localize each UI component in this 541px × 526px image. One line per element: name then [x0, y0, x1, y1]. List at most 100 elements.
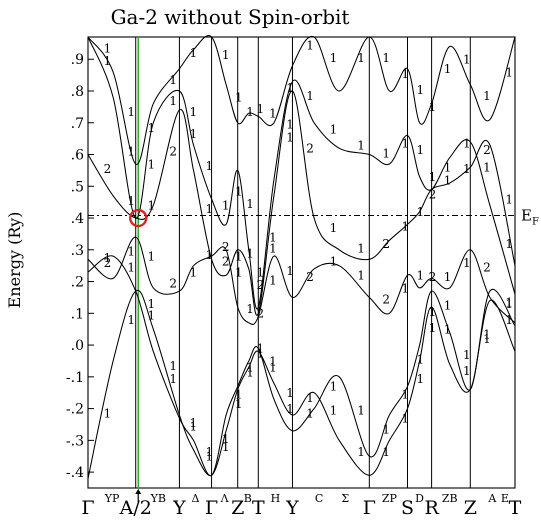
band-annotation: 1: [206, 450, 214, 464]
band-annotation: 1: [148, 121, 156, 135]
band-annotation: 1: [190, 416, 198, 430]
band-annotation: 1: [104, 54, 112, 68]
band-annotation: 1: [357, 242, 365, 256]
y-tick-label: .4: [71, 211, 84, 227]
band-annotation: 1: [463, 137, 471, 151]
band-annotation: 1: [269, 354, 277, 368]
band-annotation: 1: [444, 323, 452, 337]
y-tick-label: .1: [71, 306, 84, 322]
band-annotation: 1: [330, 221, 338, 235]
band-annotation: 1: [330, 51, 338, 65]
band-annotation: 2: [169, 277, 177, 291]
band-annotation: 1: [222, 432, 230, 446]
band-annotation: 1: [382, 445, 390, 459]
band-annotation: 1: [357, 404, 365, 418]
band-annotation: 2: [306, 142, 314, 156]
band-annotation: 1: [429, 321, 437, 335]
band-annotation: 1: [463, 53, 471, 67]
band-annotation: 1: [190, 46, 198, 60]
band-annotation: 1: [235, 184, 243, 198]
band-annotation: 1: [505, 237, 513, 251]
band-annotation: 1: [235, 265, 243, 279]
band-annotation: 2: [257, 278, 265, 292]
k-point-label: Z: [464, 497, 477, 519]
band-annotation: 1: [382, 146, 390, 160]
band-annotation: 2: [483, 261, 491, 275]
band-annotation: 1: [402, 137, 410, 151]
segment-label: B: [244, 492, 252, 505]
y-tick-label: -.3: [66, 433, 84, 449]
y-tick-label: -.4: [66, 465, 84, 481]
band-annotation: 1: [429, 170, 437, 184]
band-annotation: 1: [382, 423, 390, 437]
highlight-marker: [129, 208, 148, 228]
band-annotation: 1: [505, 65, 513, 79]
k-point-labels: Γ A/2 Y Γ Z T Y Γ S R Z T: [81, 489, 522, 519]
band-annotation: 2: [104, 256, 112, 270]
band-annotation: 1: [357, 445, 365, 459]
band-annotation: 1: [382, 51, 390, 65]
k-point-label: A/2: [119, 497, 152, 519]
fermi-label-sub: F: [532, 216, 539, 227]
y-tick-label: .9: [71, 52, 84, 68]
band-annotation: 1: [505, 297, 513, 311]
y-tick-label: -.1: [66, 370, 84, 386]
band-annotation: 1: [429, 305, 437, 319]
y-tick-label: -.2: [66, 402, 84, 418]
band-annotation: 1: [306, 391, 314, 405]
chart-title: Ga-2 without Spin-orbit: [111, 5, 350, 29]
band-annotation: 1: [222, 440, 230, 454]
band-annotation: 2: [429, 188, 437, 202]
band-annotation: 2: [382, 292, 390, 306]
fermi-label-main: E: [521, 206, 532, 224]
band-annotation: 1: [104, 407, 112, 421]
y-tick-label: .0: [71, 338, 84, 354]
band-annotation: 1: [357, 269, 365, 283]
band-annotation: 1: [246, 302, 254, 316]
band-annotation: 1: [402, 412, 410, 426]
y-tick-label: .6: [71, 148, 84, 164]
band-5: [87, 36, 516, 310]
band-annotation: 1: [235, 388, 243, 402]
segment-label: Σ: [341, 492, 349, 505]
band-annotation: 1: [505, 192, 513, 206]
band-annotation: 1: [127, 194, 135, 208]
band-annotation: 2: [222, 254, 230, 268]
band-annotation: 2: [257, 307, 265, 321]
k-point-lines: [135, 37, 471, 488]
band-annotation: 1: [246, 105, 254, 119]
band-annotation: 1: [463, 162, 471, 176]
band-annotation: 1: [235, 397, 243, 411]
band-annotation: 1: [417, 83, 425, 97]
band-annotation: 1: [190, 127, 198, 141]
band-annotation: 1: [330, 380, 338, 394]
y-tick-label: .7: [71, 116, 84, 132]
band-annotation: 1: [269, 107, 277, 121]
band-annotation: 2: [382, 237, 390, 251]
band-annotation: 2: [104, 162, 112, 176]
band-annotation: 1: [127, 105, 135, 119]
band-annotation: 1: [257, 342, 265, 356]
band-annotation: 2: [483, 143, 491, 157]
band-annotation: 1: [417, 143, 425, 157]
segment-labels: YP YB Δ Λ B H C Σ ZP D ZB A E: [104, 492, 509, 505]
segment-label: E: [501, 492, 509, 505]
k-point-label: R: [424, 497, 439, 519]
band-annotation: 1: [257, 265, 265, 279]
band-annotation: 1: [127, 261, 135, 275]
segment-label: A: [487, 492, 497, 505]
plot-frame: [87, 36, 516, 489]
band-annotation: 1: [330, 123, 338, 137]
band-annotation: 1: [190, 419, 198, 433]
segment-label: C: [315, 492, 323, 505]
band-annotation: 1: [206, 445, 214, 459]
band-annotation: 1: [246, 361, 254, 375]
segment-label: YP: [104, 492, 120, 505]
band-annotation: 1: [127, 145, 135, 159]
band-annotation: 1: [444, 161, 452, 175]
band-annotation: 1: [444, 62, 452, 76]
band-annotation: 1: [505, 296, 513, 310]
k-point-label: Y: [285, 497, 299, 519]
y-ticks: -.4 -.3 -.2 -.1 .0 .1 .2 .3 .4 .5 .6 .7 .8 .9: [66, 52, 94, 481]
